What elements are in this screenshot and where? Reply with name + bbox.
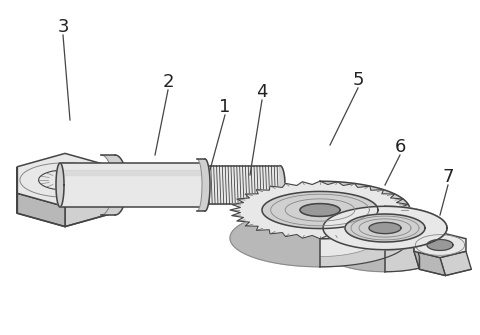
Polygon shape xyxy=(323,206,446,250)
Polygon shape xyxy=(17,153,112,207)
Text: 6: 6 xyxy=(394,138,405,156)
Polygon shape xyxy=(65,193,112,226)
Text: 7: 7 xyxy=(441,168,453,186)
Polygon shape xyxy=(319,181,409,267)
Polygon shape xyxy=(279,165,285,204)
Polygon shape xyxy=(56,163,64,207)
Polygon shape xyxy=(319,191,377,257)
Polygon shape xyxy=(384,206,446,272)
Polygon shape xyxy=(439,251,470,276)
Text: 3: 3 xyxy=(57,18,69,36)
Polygon shape xyxy=(368,222,400,233)
Polygon shape xyxy=(229,181,409,239)
Polygon shape xyxy=(101,155,127,215)
Polygon shape xyxy=(197,159,210,211)
Text: 5: 5 xyxy=(351,71,363,89)
Polygon shape xyxy=(344,214,424,242)
FancyBboxPatch shape xyxy=(60,163,204,207)
Polygon shape xyxy=(262,191,377,228)
Polygon shape xyxy=(323,228,446,272)
Polygon shape xyxy=(413,232,465,258)
Polygon shape xyxy=(17,193,65,226)
Polygon shape xyxy=(300,204,339,216)
Polygon shape xyxy=(426,240,452,251)
Text: 2: 2 xyxy=(162,73,173,91)
Polygon shape xyxy=(413,251,444,276)
Polygon shape xyxy=(204,165,279,204)
Text: 4: 4 xyxy=(256,83,267,101)
Polygon shape xyxy=(229,209,409,267)
Polygon shape xyxy=(413,239,419,269)
Text: 1: 1 xyxy=(219,98,230,116)
